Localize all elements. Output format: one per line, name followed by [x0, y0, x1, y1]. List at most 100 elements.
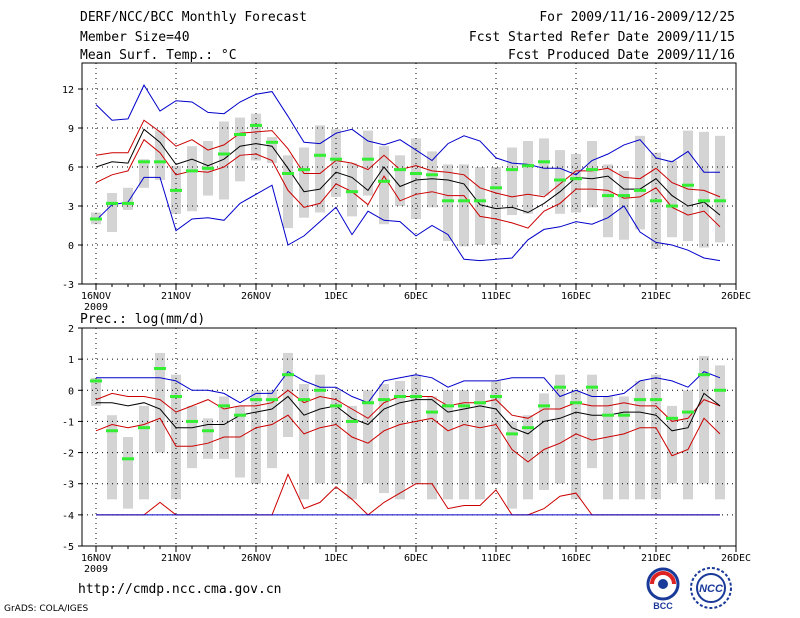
control-marker [490, 395, 502, 399]
control-marker [666, 204, 678, 208]
ensemble-box [363, 390, 373, 484]
ensemble-box [251, 390, 261, 484]
control-marker [202, 166, 214, 170]
ensemble-box [315, 125, 325, 213]
control-marker [346, 419, 358, 423]
control-marker [250, 398, 262, 402]
ensemble-box [651, 374, 661, 500]
control-marker [442, 404, 454, 408]
chart-title: DERF/NCC/BCC Monthly Forecast [80, 10, 307, 25]
ensemble-box [299, 384, 309, 500]
ensemble-box [283, 155, 293, 229]
y-tick-label: -1 [62, 417, 74, 428]
source-url[interactable]: http://cmdp.ncc.cma.gov.cn [78, 582, 282, 597]
control-marker [554, 385, 566, 389]
series-mean [95, 128, 721, 216]
control-marker [298, 398, 310, 402]
ensemble-box [715, 365, 725, 500]
ensemble-box [171, 374, 181, 500]
control-marker [666, 416, 678, 420]
control-marker [538, 160, 550, 164]
control-marker [618, 194, 630, 198]
control-marker [282, 373, 294, 377]
control-marker [394, 168, 406, 172]
ensemble-box [107, 415, 117, 500]
control-marker [266, 140, 278, 144]
ensemble-box [587, 141, 597, 208]
control-marker [410, 395, 422, 399]
control-marker [570, 401, 582, 405]
x-tick-label: 1DEC [324, 553, 348, 564]
ensemble-box [507, 147, 517, 216]
control-marker [346, 190, 358, 194]
control-marker [202, 429, 214, 433]
control-marker [490, 186, 502, 190]
ensemble-box [235, 117, 245, 182]
control-marker [602, 413, 614, 417]
ensemble-box [123, 187, 133, 210]
forecast-period: For 2009/11/16-2009/12/25 [539, 10, 735, 25]
x-tick-label: 16DEC [561, 291, 591, 302]
ensemble-box [619, 396, 629, 500]
control-marker [426, 173, 438, 177]
ncc-logo-text: NCC [699, 583, 724, 595]
control-marker [506, 168, 518, 172]
series-min [95, 176, 721, 262]
x-tick-label: 26DEC [721, 291, 751, 302]
ensemble-box [507, 421, 517, 509]
x-tick-label: 16DEC [561, 553, 591, 564]
control-marker [714, 388, 726, 392]
series-lower [95, 414, 721, 463]
ensemble-box [315, 374, 325, 484]
series-lower [95, 138, 721, 229]
y-tick-label: 2 [68, 324, 74, 335]
control-marker [378, 398, 390, 402]
ensemble-box [379, 384, 389, 494]
control-marker [314, 388, 326, 392]
ensemble-box [107, 193, 117, 232]
control-marker [650, 199, 662, 203]
control-marker [538, 404, 550, 408]
ensemble-box [139, 159, 149, 188]
ensemble-box [699, 356, 709, 484]
control-marker [218, 404, 230, 408]
x-tick-label: 1DEC [324, 291, 348, 302]
control-marker [410, 172, 422, 175]
ensemble-box [619, 170, 629, 240]
ensemble-box [635, 135, 645, 230]
ensemble-box [523, 141, 533, 214]
control-marker [330, 157, 342, 161]
ensemble-box [699, 131, 709, 248]
control-marker [154, 366, 166, 370]
control-marker [218, 152, 230, 156]
y-tick-label: -3 [62, 480, 74, 491]
ensemble-box [155, 352, 165, 453]
y-tick-label: -3 [62, 280, 74, 291]
panel-1: -3 0 3 6 9 12 16NOV 21NOV 26NOV 1DEC 6DEC 11DEC 16DE… [62, 62, 751, 313]
series-max [96, 370, 721, 404]
control-marker [170, 188, 182, 192]
grads-credit: GrADS: COLA/IGES [4, 604, 89, 614]
ensemble-box [555, 150, 565, 214]
plot-frame [81, 327, 737, 547]
series-upper [95, 119, 721, 198]
y-tick-label: -5 [62, 542, 74, 553]
ncc-logo: NCC [690, 567, 732, 609]
ensemble-box [219, 396, 229, 459]
x-tick-label: 26NOV [241, 291, 271, 302]
ensemble-box [299, 147, 309, 218]
control-marker [698, 199, 710, 203]
x-tick-label: 21NOV [161, 291, 191, 302]
ensemble-box [555, 374, 565, 484]
control-marker [378, 179, 390, 183]
control-marker [282, 172, 294, 175]
control-marker [714, 199, 726, 203]
panel-2: -5 -4 -3 -2 -1 0 1 2 16NOV 21NOV 26NOV 1DEC 6DEC 11DE… [62, 312, 751, 575]
control-marker [138, 426, 150, 430]
control-marker [522, 164, 534, 168]
ensemble-box [155, 130, 165, 180]
ensemble-box [539, 393, 549, 490]
control-marker [234, 133, 246, 136]
bcc-logo: BCC [646, 567, 680, 611]
control-marker [570, 177, 582, 181]
